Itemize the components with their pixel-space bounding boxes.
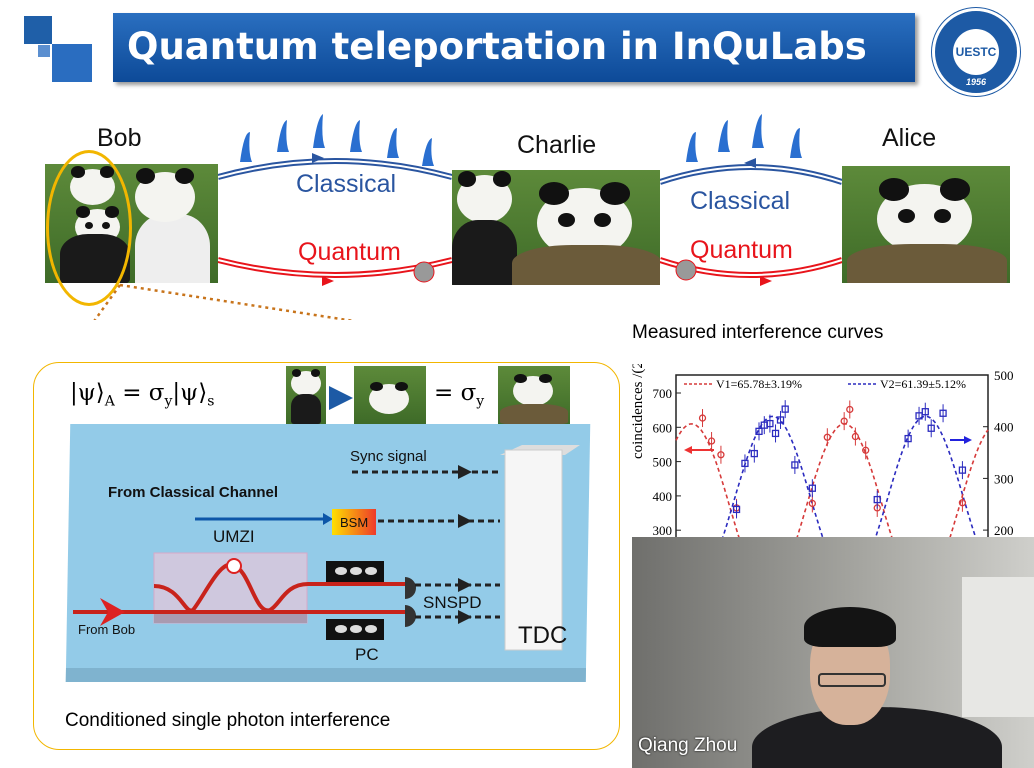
- data-point: [808, 484, 816, 492]
- charlie-panda-photo: [452, 170, 660, 285]
- chart-title: Measured interference curves: [632, 322, 884, 343]
- data-point: [823, 433, 831, 441]
- setup-panel: [33, 362, 620, 750]
- data-point: [791, 461, 799, 469]
- data-point: [771, 429, 780, 438]
- pc-label: PC: [355, 645, 379, 664]
- data-point: [755, 427, 763, 436]
- classical-signal-icons: [240, 114, 802, 166]
- bob-highlight-ellipse: [46, 150, 132, 306]
- umzi-label: UMZI: [213, 527, 255, 546]
- data-point: [750, 449, 758, 458]
- y2-tick-label: 500: [994, 368, 1014, 383]
- y2-tick-label: 400: [994, 420, 1014, 435]
- quantum-label-2: Quantum: [690, 236, 793, 264]
- legend-label: V1=65.78±3.19%: [716, 377, 802, 391]
- data-point: [927, 424, 935, 432]
- classical-label-2: Classical: [690, 187, 791, 215]
- node-label-alice: Alice: [882, 124, 937, 152]
- from-classical-label: From Classical Channel: [108, 484, 279, 501]
- y2-tick-label: 300: [994, 471, 1014, 486]
- node-label-charlie: Charlie: [517, 131, 597, 159]
- legend-label: V2=61.39±5.12%: [880, 377, 966, 391]
- data-point: [707, 437, 716, 445]
- data-point: [921, 408, 929, 416]
- right-axis-arrow-head: [964, 436, 972, 444]
- data-point: [698, 414, 707, 422]
- fit-curve-2: [722, 415, 977, 537]
- sub-a: A: [104, 393, 115, 410]
- formula-panda-3: [498, 366, 570, 424]
- caption: Conditioned single photon interference: [65, 710, 391, 731]
- sigma: = σ: [122, 380, 165, 406]
- data-point: [873, 495, 881, 504]
- slide-title: Quantum teleportation in InQuLabs: [113, 13, 915, 82]
- channel-diagram: [93, 114, 843, 320]
- decor-square: [38, 45, 50, 57]
- data-point: [732, 505, 741, 514]
- data-point: [741, 459, 749, 468]
- data-point: [846, 405, 854, 414]
- from-bob-label: From Bob: [78, 622, 136, 637]
- sigma-2: = σ: [434, 380, 477, 406]
- data-point: [904, 434, 912, 443]
- background-window: [962, 577, 1034, 717]
- data-point: [862, 446, 870, 454]
- person-hair: [804, 607, 896, 647]
- sub-y: y: [164, 393, 173, 410]
- data-point: [915, 412, 923, 420]
- psi-s: |ψ⟩: [172, 380, 208, 406]
- data-point: [808, 499, 816, 508]
- video-feed: Qiang Zhou: [632, 537, 1034, 768]
- snspd-label: SNSPD: [423, 593, 482, 612]
- classical-label-1: Classical: [296, 170, 397, 198]
- data-point: [766, 419, 774, 428]
- y-tick-label: 300: [653, 523, 673, 537]
- psi-a: |ψ⟩: [70, 380, 105, 406]
- formula-rhs: = σy: [434, 380, 484, 410]
- data-point: [851, 432, 860, 441]
- y-tick-label: 500: [653, 455, 673, 470]
- data-point: [717, 451, 725, 459]
- y-tick-label: 700: [653, 386, 673, 401]
- formula-panda-1: [286, 366, 326, 424]
- tdc-label: TDC: [518, 622, 568, 649]
- logo-year: 1956: [965, 77, 987, 87]
- node-label-bob: Bob: [97, 124, 142, 152]
- data-point: [939, 409, 947, 417]
- sub-y-2: y: [476, 393, 485, 410]
- left-axis-arrow-head: [684, 446, 692, 454]
- y-tick-label: 600: [653, 420, 673, 435]
- y-tick-label: 400: [653, 489, 673, 504]
- setup-schematic: [73, 445, 580, 651]
- formula-lhs: |ψ⟩A = σy|ψ⟩s: [70, 380, 214, 410]
- interference-chart: 300 400 500 600 700 200 300 400 500 V1=65.78±3.19…: [630, 364, 1014, 537]
- person-shirt: [752, 707, 1002, 768]
- sub-s: s: [207, 393, 215, 410]
- decor-square: [52, 44, 92, 82]
- glasses-icon: [818, 673, 886, 687]
- decor-square: [24, 16, 52, 44]
- bsm-label: BSM: [340, 515, 369, 530]
- quantum-label-1: Quantum: [298, 238, 401, 266]
- plot-frame: [675, 374, 989, 537]
- logo-text: UESTC: [953, 29, 999, 75]
- data-point: [958, 466, 967, 474]
- participant-name: Qiang Zhou: [638, 735, 738, 756]
- data-point: [776, 416, 785, 424]
- y2-tick-label: 200: [994, 523, 1014, 537]
- y-axis-label: coincidences /(200 s): [630, 364, 646, 459]
- alice-panda-photo: [842, 166, 1010, 283]
- uestc-logo: UESTC 1956: [932, 8, 1020, 96]
- arrow-right-icon: [329, 386, 353, 410]
- sync-signal-label: Sync signal: [350, 448, 427, 465]
- data-point: [840, 417, 848, 425]
- data-point: [958, 499, 967, 507]
- fit-curve-1: [675, 423, 989, 537]
- formula-panda-rotated: [354, 366, 426, 424]
- data-point: [781, 405, 789, 413]
